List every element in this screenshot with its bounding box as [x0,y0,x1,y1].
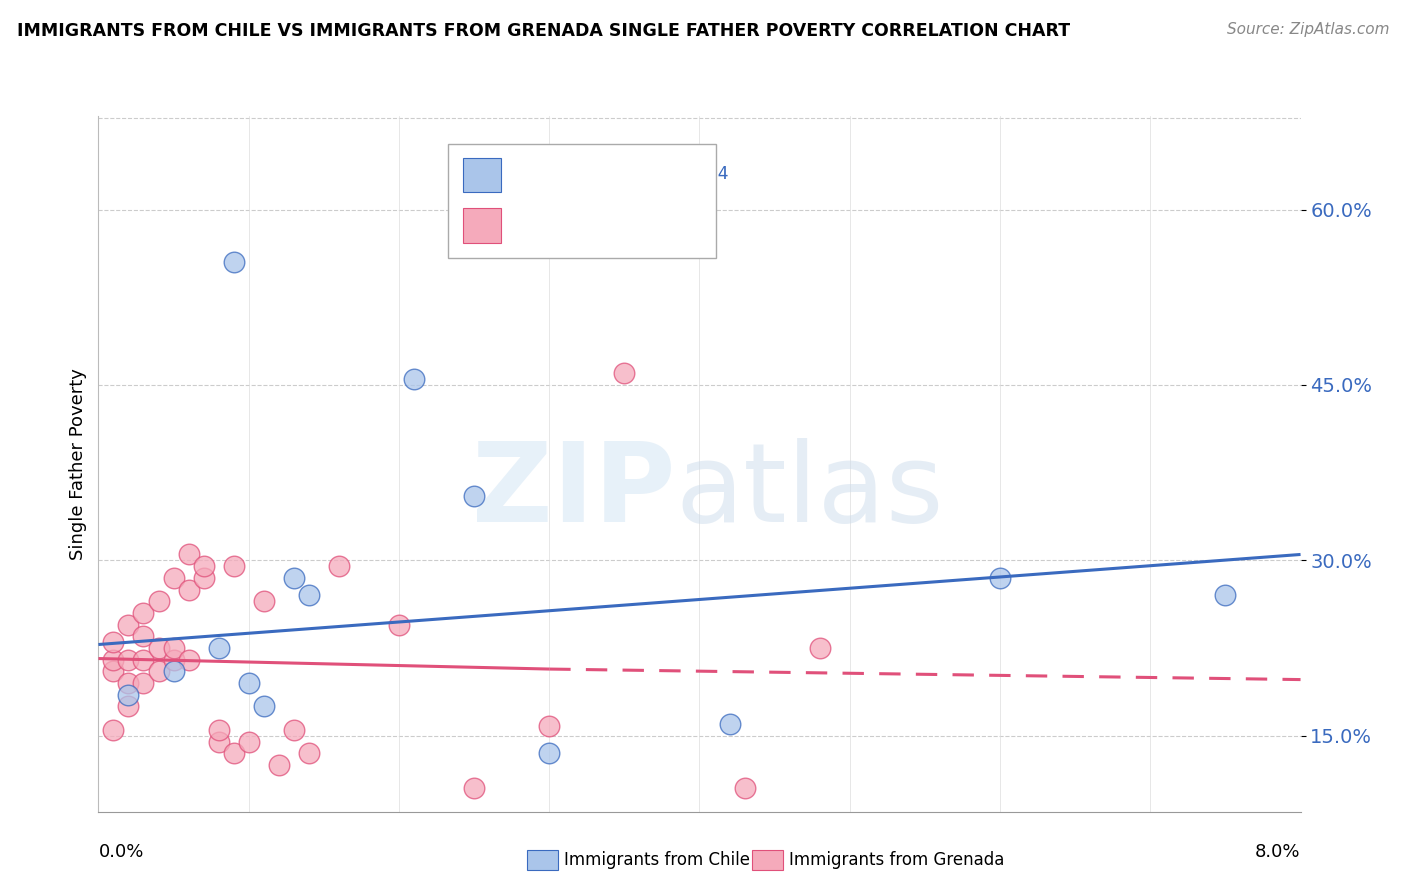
Point [283,571,305,585]
Point [253,699,276,714]
Point [538,719,561,733]
Point [734,781,756,796]
Point [298,746,321,760]
Point [117,653,139,667]
Point [177,653,200,667]
Point [463,781,485,796]
Y-axis label: Single Father Poverty: Single Father Poverty [69,368,87,560]
Point [177,582,200,597]
Point [253,594,276,608]
Point [117,676,139,690]
Bar [463,158,501,193]
Point [132,606,155,620]
Point [1215,588,1237,602]
Text: ZIP: ZIP [472,438,675,545]
Point [148,665,170,679]
Point [132,629,155,643]
Point [193,559,215,574]
Text: Immigrants from Grenada: Immigrants from Grenada [789,851,1004,869]
Point [117,688,139,702]
Text: 0.0%: 0.0% [98,843,143,861]
Point [117,617,139,632]
Point [988,571,1011,585]
Point [103,723,125,737]
Point [162,653,184,667]
Point [298,588,321,602]
Text: atlas: atlas [675,438,943,545]
Text: 8.0%: 8.0% [1256,843,1301,861]
Point [208,734,231,748]
Bar [463,209,501,244]
Point [388,617,411,632]
Point [328,559,350,574]
Point [103,665,125,679]
Point [613,366,636,380]
Point [808,640,831,655]
Point [117,699,139,714]
Point [538,746,561,760]
Point [103,653,125,667]
Point [103,635,125,649]
Point [132,653,155,667]
Point [208,723,231,737]
Point [718,717,741,731]
Point [222,255,245,269]
Point [283,723,305,737]
Point [193,571,215,585]
Text: Immigrants from Chile: Immigrants from Chile [564,851,749,869]
Point [222,559,245,574]
FancyBboxPatch shape [449,145,716,258]
Point [148,640,170,655]
Point [162,640,184,655]
Point [402,372,425,386]
Text: R = -0.037   N = 39: R = -0.037 N = 39 [510,217,717,235]
Point [177,548,200,562]
Point [238,734,260,748]
Text: R =   0.173   N = 14: R = 0.173 N = 14 [510,165,728,183]
Text: IMMIGRANTS FROM CHILE VS IMMIGRANTS FROM GRENADA SINGLE FATHER POVERTY CORRELATI: IMMIGRANTS FROM CHILE VS IMMIGRANTS FROM… [17,22,1070,40]
Point [162,571,184,585]
Point [222,746,245,760]
Point [208,640,231,655]
Point [238,676,260,690]
Point [132,676,155,690]
Point [162,665,184,679]
Point [148,594,170,608]
Text: Source: ZipAtlas.com: Source: ZipAtlas.com [1226,22,1389,37]
Point [267,758,290,772]
Point [463,489,485,503]
